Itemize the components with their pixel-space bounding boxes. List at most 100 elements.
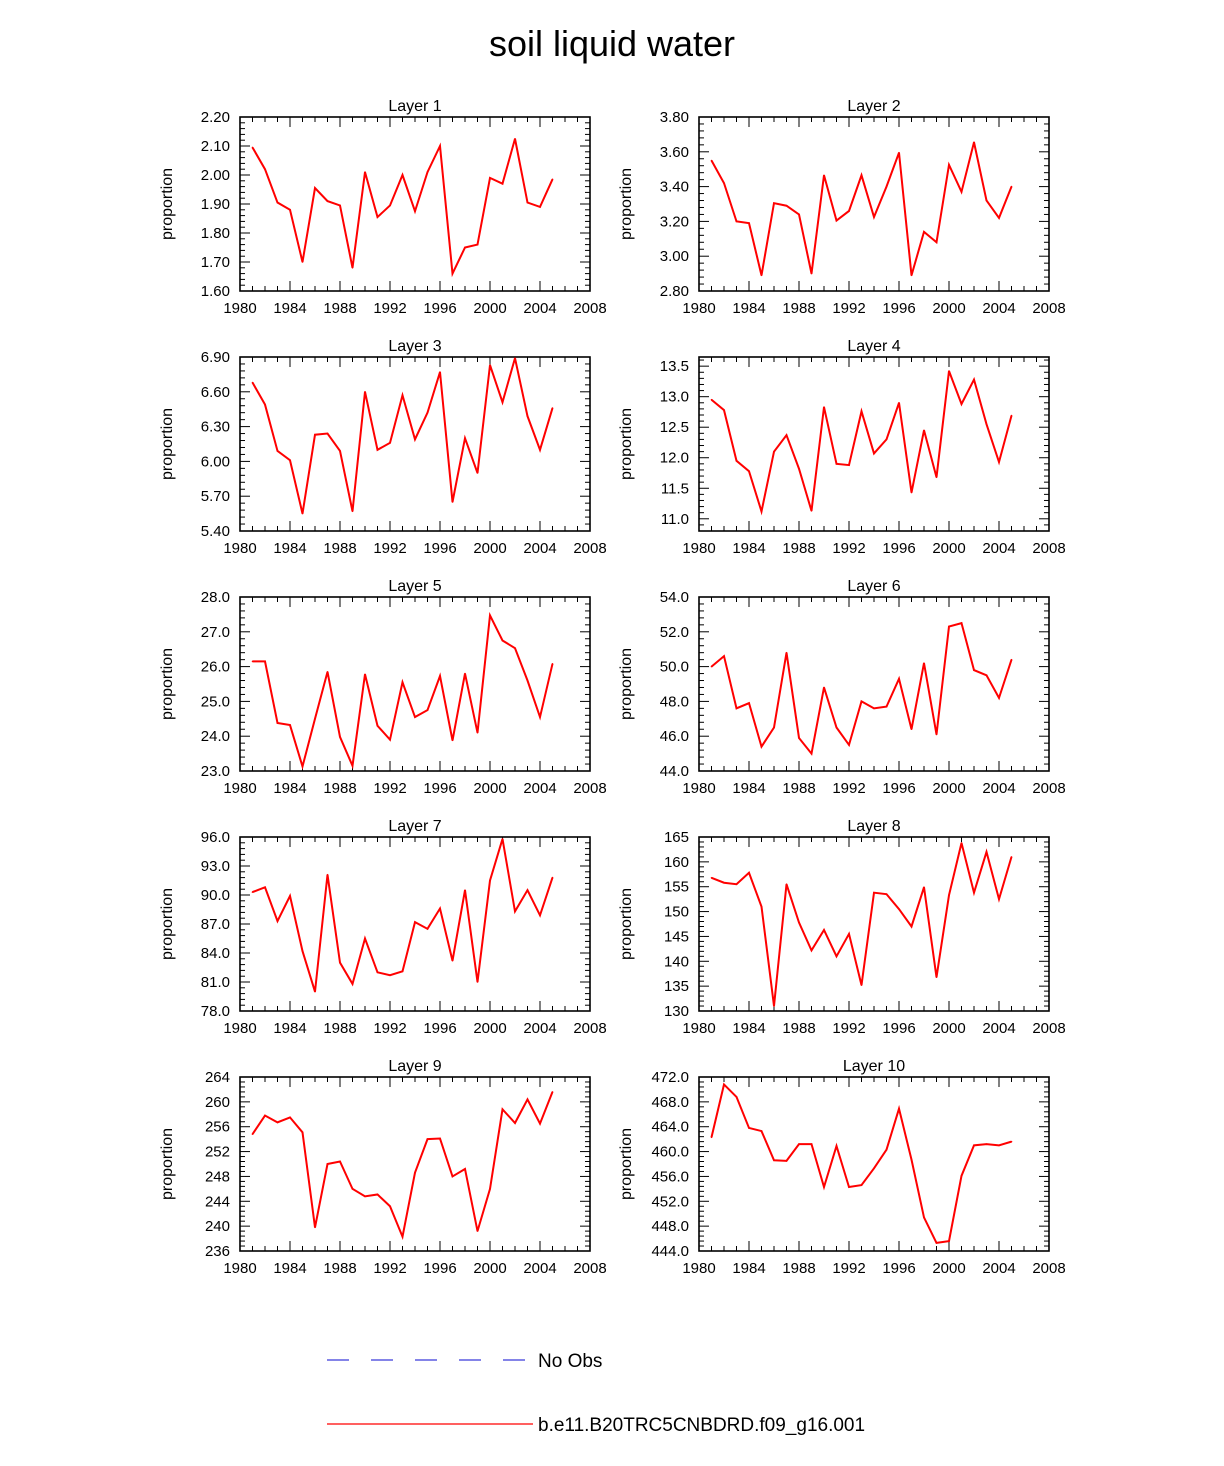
data-point (710, 876, 713, 879)
data-point (489, 614, 491, 617)
data-point (948, 1240, 950, 1242)
data-point (973, 669, 975, 671)
data-point (798, 467, 800, 470)
data-point (885, 1148, 888, 1151)
data-point (835, 955, 838, 958)
data-point (389, 1205, 391, 1208)
y-tick-label: 93.0 (201, 858, 230, 875)
plot-frame (239, 596, 591, 772)
x-tick-label: 1992 (832, 1020, 865, 1037)
y-tick-label: 23.0 (201, 763, 230, 780)
data-point (948, 370, 950, 372)
y-tick-label: 155 (664, 879, 689, 896)
plot-frame (239, 116, 591, 292)
data-point (773, 450, 775, 453)
data-point (326, 873, 329, 876)
x-tick-label: 1980 (223, 780, 256, 797)
x-tick-label: 2004 (982, 780, 1015, 797)
y-tick-label: 135 (664, 978, 689, 995)
x-tick-label: 1992 (373, 1260, 406, 1277)
data-point (526, 1098, 529, 1101)
chart-layer-8: Layer 8 proportion 1980 1984 1988 1992 1996 200… (618, 818, 1066, 1037)
data-point (464, 437, 466, 440)
y-tick-label: 240 (205, 1218, 230, 1235)
data-point (539, 206, 541, 208)
y-tick-label: 28.0 (201, 589, 230, 606)
data-point (514, 137, 516, 140)
data-point (339, 961, 341, 964)
data-point (314, 990, 316, 993)
data-point (401, 970, 404, 973)
data-point (539, 716, 541, 718)
x-tick-label: 1988 (323, 540, 356, 557)
x-tick-label: 2004 (523, 540, 556, 557)
x-tick-label: 2004 (523, 780, 556, 797)
data-point (314, 718, 316, 720)
data-point (351, 267, 354, 269)
data-point (464, 889, 466, 891)
data-point (551, 1091, 554, 1093)
data-point (426, 928, 429, 930)
data-point (389, 442, 391, 444)
y-tick-label: 260 (205, 1094, 230, 1111)
y-tick-label: 2.20 (201, 109, 230, 126)
x-tick-label: 1980 (682, 540, 715, 557)
panel-title: Layer 9 (388, 1058, 441, 1075)
data-point (526, 201, 529, 204)
data-point (364, 937, 366, 940)
x-tick-label: 1988 (323, 1260, 356, 1277)
data-point (898, 1107, 900, 1110)
data-point (723, 1083, 725, 1086)
data-point (351, 1188, 354, 1190)
plot-frame (698, 836, 1050, 1012)
data-point (735, 220, 738, 223)
x-tick-label: 2008 (1032, 1020, 1065, 1037)
y-tick-label: 12.0 (660, 450, 689, 467)
x-tick-label: 2004 (982, 540, 1015, 557)
data-point (489, 879, 491, 882)
series-line (251, 1091, 554, 1241)
data-point (985, 423, 988, 425)
data-point (1010, 414, 1013, 417)
y-axis-label: proportion (618, 648, 635, 720)
x-tick-label: 1992 (373, 540, 406, 557)
y-axis-label: proportion (159, 888, 176, 960)
x-tick-label: 1988 (782, 1020, 815, 1037)
x-tick-label: 2000 (473, 540, 506, 557)
y-axis-label: proportion (159, 408, 176, 480)
y-tick-label: 3.00 (660, 248, 689, 265)
x-tick-label: 2004 (982, 300, 1015, 317)
plot-frame (698, 116, 1050, 292)
x-tick-label: 1980 (682, 300, 715, 317)
data-point (785, 651, 788, 654)
data-point (735, 1096, 738, 1098)
data-point (364, 673, 366, 676)
data-point (251, 660, 254, 663)
data-point (860, 410, 863, 413)
plot-frame (698, 596, 1050, 772)
y-tick-label: 90.0 (201, 887, 230, 904)
data-point (998, 697, 1000, 699)
data-point (389, 974, 391, 977)
y-tick-label: 160 (664, 854, 689, 871)
y-tick-label: 244 (205, 1193, 230, 1210)
panels: Layer 1 proportion 1980 1984 1988 1992 1996 200… (159, 98, 1066, 1277)
data-point (376, 216, 379, 218)
x-tick-label: 1992 (832, 300, 865, 317)
data-point (364, 171, 366, 173)
x-tick-label: 1984 (273, 1020, 306, 1037)
data-point (389, 738, 391, 741)
data-point (848, 1186, 850, 1188)
data-point (264, 660, 266, 663)
y-tick-label: 472.0 (651, 1069, 689, 1086)
y-tick-label: 6.60 (201, 384, 230, 401)
data-point (476, 981, 479, 983)
data-point (401, 1235, 404, 1238)
data-point (339, 736, 341, 738)
data-point (351, 983, 354, 985)
data-point (898, 908, 900, 910)
y-tick-label: 11.0 (661, 511, 689, 528)
x-tick-label: 2000 (473, 1260, 506, 1277)
y-tick-label: 6.30 (201, 419, 230, 436)
y-axis-label: proportion (618, 408, 635, 480)
